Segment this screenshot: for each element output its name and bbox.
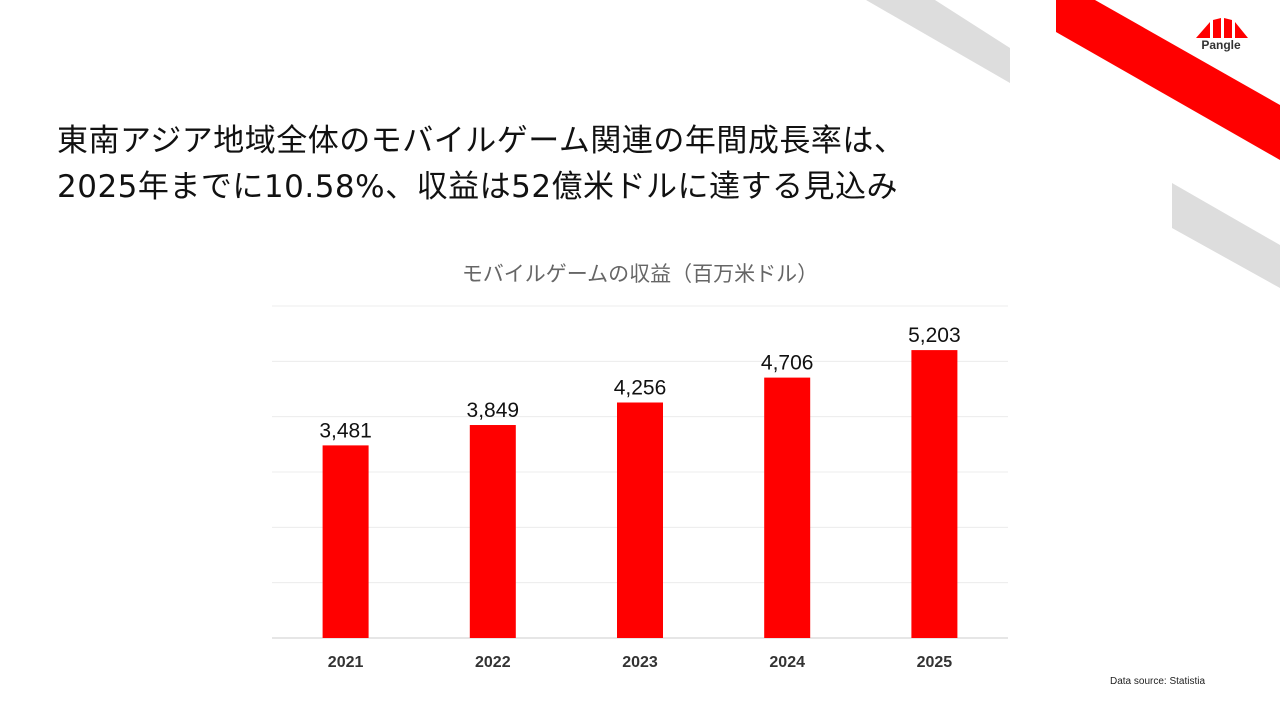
bar-2022 xyxy=(469,425,516,638)
data-label-2025: 5,203 xyxy=(908,324,961,347)
x-tick-label-2022: 2022 xyxy=(475,654,511,671)
data-label-2022: 3,849 xyxy=(467,399,520,422)
data-source-note: Data source: Statistia xyxy=(1110,676,1206,687)
data-label-2024: 4,706 xyxy=(761,352,814,375)
red-stripe xyxy=(1056,0,1280,160)
slide-title: 東南アジア地域全体のモバイルゲーム関連の年間成長率は、 2025年までに10.5… xyxy=(57,118,1157,210)
gray-stripe-right xyxy=(1172,183,1280,288)
logo-text: Pangle xyxy=(1201,38,1241,52)
x-tick-label-2025: 2025 xyxy=(917,654,953,671)
chart-title: モバイルゲームの収益（百万米ドル） xyxy=(461,262,819,286)
slide-title-line-2: 2025年までに10.58%、収益は52億米ドルに達する見込み xyxy=(57,169,899,205)
data-label-2023: 4,256 xyxy=(614,377,667,400)
data-label-2021: 3,481 xyxy=(319,419,372,442)
bar-2023 xyxy=(617,402,663,638)
bar-2024 xyxy=(764,377,811,638)
pangle-logo: Pangle xyxy=(1190,18,1260,58)
x-tick-label-2021: 2021 xyxy=(328,654,364,671)
bar-2025 xyxy=(911,350,958,638)
gray-stripe-top xyxy=(866,0,1010,83)
logo-mark-icon xyxy=(1196,18,1248,38)
bar-2021 xyxy=(322,445,369,638)
x-tick-label-2023: 2023 xyxy=(622,654,658,671)
slide-title-line-1: 東南アジア地域全体のモバイルゲーム関連の年間成長率は、 xyxy=(57,123,906,159)
x-tick-label-2024: 2024 xyxy=(769,654,805,671)
